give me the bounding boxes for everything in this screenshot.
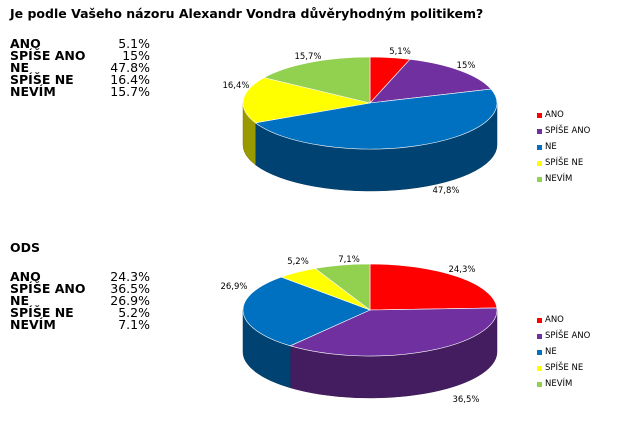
data-label: 15% — [457, 61, 476, 71]
legend-label: ANO — [545, 110, 564, 120]
pie-slice-ne — [254, 88, 498, 150]
row-value: 15% — [122, 48, 150, 63]
legend-swatch — [537, 317, 542, 323]
data-label: 47,8% — [432, 186, 459, 196]
legend-item: NE — [537, 139, 590, 155]
table-row: ANO 24.3% — [10, 269, 150, 284]
row-label: SPÍŠE ANO — [10, 48, 86, 63]
row-label: NEVÍM — [10, 317, 56, 332]
legend-all: ANO SPÍŠE ANO NE SPÍŠE NE NEVÍM — [537, 107, 590, 187]
legend-swatch — [537, 160, 542, 166]
row-label: ANO — [10, 36, 41, 51]
data-label: 5,1% — [389, 47, 411, 57]
legend-item: SPÍŠE NE — [537, 360, 590, 376]
legend-item: SPÍŠE ANO — [537, 328, 590, 344]
row-value: 5.2% — [118, 305, 150, 320]
row-label: ANO — [10, 269, 41, 284]
pie-slice-spíše-ne — [242, 77, 371, 124]
legend-swatch — [537, 112, 542, 118]
table-row: SPÍŠE ANO 15% — [10, 48, 150, 63]
legend-label: SPÍŠE NE — [545, 363, 584, 373]
legend-swatch — [537, 144, 542, 150]
table-row: SPÍŠE NE 16.4% — [10, 72, 150, 87]
table-row: NEVÍM 7.1% — [10, 317, 150, 332]
legend-item: ANO — [537, 107, 590, 123]
legend-item: NE — [537, 344, 590, 360]
row-label: NE — [10, 293, 30, 308]
legend-ods: ANO SPÍŠE ANO NE SPÍŠE NE NEVÍM — [537, 312, 590, 392]
legend-item: SPÍŠE ANO — [537, 123, 590, 139]
legend-item: NEVÍM — [537, 171, 590, 187]
legend-swatch — [537, 128, 542, 134]
table-row: NE 47.8% — [10, 60, 150, 75]
legend-item: ANO — [537, 312, 590, 328]
row-label: SPÍŠE NE — [10, 72, 74, 87]
legend-swatch — [537, 381, 542, 387]
row-value: 36.5% — [110, 281, 150, 296]
row-value: 26.9% — [110, 293, 150, 308]
row-value: 5.1% — [118, 36, 150, 51]
row-label: NE — [10, 60, 30, 75]
legend-label: NE — [545, 142, 557, 152]
row-value: 15.7% — [110, 84, 150, 99]
legend-label: NEVÍM — [545, 174, 573, 184]
results-table-all: ANO 5.1% SPÍŠE ANO 15% NE 47.8% SPÍŠE NE 16.4% N… — [10, 36, 150, 99]
legend-label: SPÍŠE ANO — [545, 126, 591, 136]
legend-label: ANO — [545, 315, 564, 325]
legend-swatch — [537, 176, 542, 182]
data-label: 16,4% — [222, 81, 249, 91]
legend-item: SPÍŠE NE — [537, 155, 590, 171]
legend-label: SPÍŠE NE — [545, 158, 584, 168]
legend-item: NEVÍM — [537, 376, 590, 392]
row-value: 47.8% — [110, 60, 150, 75]
results-table-ods: ANO 24.3% SPÍŠE ANO 36.5% NE 26.9% SPÍŠE NE 5.2… — [10, 269, 150, 332]
legend-swatch — [537, 349, 542, 355]
row-label: NEVÍM — [10, 84, 56, 99]
data-label: 15,7% — [294, 52, 321, 62]
row-value: 7.1% — [118, 317, 150, 332]
row-label: SPÍŠE ANO — [10, 281, 86, 296]
row-label: SPÍŠE NE — [10, 305, 74, 320]
table-row: SPÍŠE NE 5.2% — [10, 305, 150, 320]
legend-label: NE — [545, 347, 557, 357]
row-value: 16.4% — [110, 72, 150, 87]
row-value: 24.3% — [110, 269, 150, 284]
pie-slice-nevím — [263, 56, 371, 104]
legend-swatch — [537, 333, 542, 339]
table-row: NEVÍM 15.7% — [10, 84, 150, 99]
table-row: ANO 5.1% — [10, 36, 150, 51]
section-title-ods: ODS — [10, 240, 41, 255]
legend-label: NEVÍM — [545, 379, 573, 389]
pie-slice-spíše-ano — [369, 59, 492, 104]
page-title: Je podle Vašeho názoru Alexandr Vondra d… — [10, 6, 484, 21]
table-row: SPÍŠE ANO 36.5% — [10, 281, 150, 296]
legend-label: SPÍŠE ANO — [545, 331, 591, 341]
table-row: NE 26.9% — [10, 293, 150, 308]
legend-swatch — [537, 365, 542, 371]
